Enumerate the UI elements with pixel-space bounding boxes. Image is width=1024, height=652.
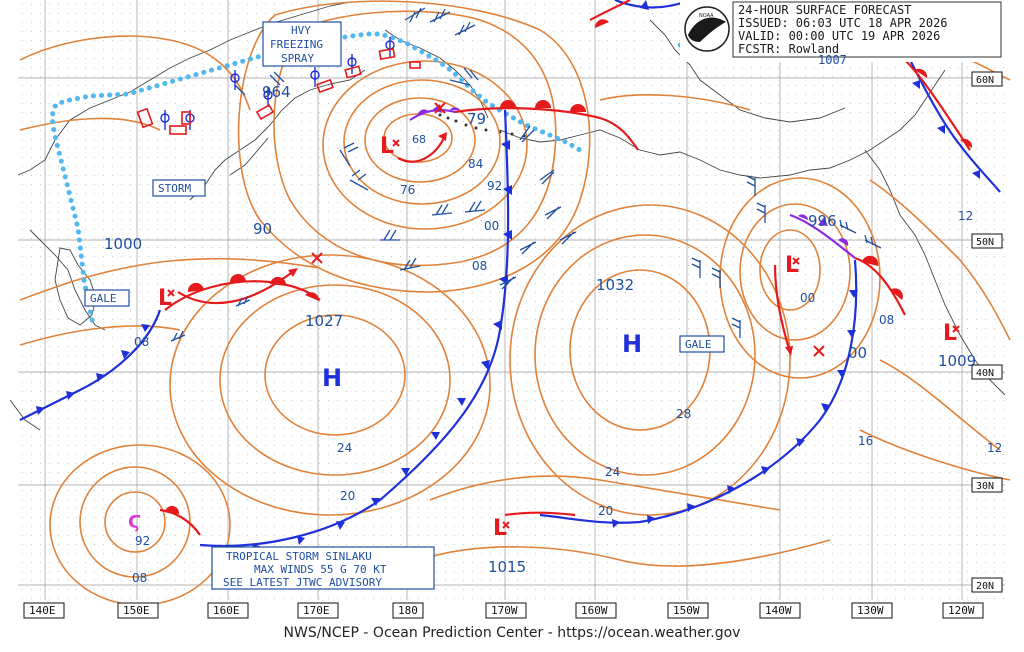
isobar-label: 08 xyxy=(472,259,487,273)
longitude-label: 140W xyxy=(765,604,792,617)
longitude-axis: 140E 150E 160E 170E 180 170W 160W 150W 1… xyxy=(23,602,984,619)
isobar-label: 00 xyxy=(848,344,867,362)
isobar-label: 08 xyxy=(132,571,147,585)
longitude-label: 140E xyxy=(29,604,56,617)
longitude-label: 160E xyxy=(213,604,240,617)
gale-warning-label-west: GALE xyxy=(90,292,117,305)
isobar-label: 79 xyxy=(467,110,486,128)
isobar-label: 20 xyxy=(598,504,613,518)
tropical-advisory-line: TROPICAL STORM SINLAKU xyxy=(226,550,372,563)
isobar-label: 12 xyxy=(958,209,973,223)
isobar-label: 92 xyxy=(487,179,502,193)
lat-lon-dot-grid xyxy=(18,0,1008,600)
forecast-header: 24-HOUR SURFACE FORECAST ISSUED: 06:03 U… xyxy=(680,0,1004,67)
latitude-label: 60N xyxy=(976,75,994,86)
latitude-axis: 60N 50N 40N 30N 20N xyxy=(971,71,1003,593)
header-title: 24-HOUR SURFACE FORECAST xyxy=(738,3,911,17)
isobar-label: 84 xyxy=(468,157,483,171)
occluded-symbols xyxy=(418,104,849,246)
storm-tracks xyxy=(177,134,792,353)
high-east-pressure: 1032 xyxy=(596,276,634,294)
longitude-label: 130W xyxy=(857,604,884,617)
longitude-label: 180 xyxy=(398,604,418,617)
latitude-label: 40N xyxy=(976,368,994,379)
header-issued: ISSUED: 06:03 UTC 18 APR 2026 xyxy=(738,16,948,30)
isobar-label: 1000 xyxy=(104,235,142,253)
low-coast-symbol: L xyxy=(943,321,957,346)
isobar-label: 12 xyxy=(987,441,1002,455)
freezing-spray-line: SPRAY xyxy=(281,52,314,65)
storm-warning-label: STORM xyxy=(158,182,191,195)
isobar-label: 24 xyxy=(605,465,620,479)
credit-line: NWS/NCEP - Ocean Prediction Center - htt… xyxy=(283,625,741,641)
longitude-label: 170E xyxy=(303,604,330,617)
isobar-label: 90 xyxy=(253,220,272,238)
storm-warning-box xyxy=(152,179,206,197)
noaa-logo: NOAA xyxy=(684,6,730,52)
isobar-label: 76 xyxy=(400,183,415,197)
longitude-label: 150E xyxy=(123,604,150,617)
tropical-storm-icon: Ϛ xyxy=(128,512,141,533)
low-nw-pressure: 964 xyxy=(262,83,291,101)
latitude-label: 30N xyxy=(976,481,994,492)
tropical-advisory-box xyxy=(211,546,435,590)
tropical-advisory-line: SEE LATEST JTWC ADVISORY xyxy=(223,576,382,589)
high-east-symbol: H xyxy=(622,330,642,358)
isobar-values: 84 92 76 00 08 08 00 08 24 20 28 24 16 1… xyxy=(132,133,1002,585)
latitude-label: 20N xyxy=(976,581,994,592)
high-centers: H H xyxy=(322,330,642,392)
freezing-spray-box xyxy=(262,21,342,67)
coastlines xyxy=(9,1,1006,431)
gale-warning-box-east xyxy=(679,335,725,353)
header-forecaster: FCSTR: Rowland xyxy=(738,42,839,56)
freezing-spray-line: FREEZING xyxy=(270,38,323,51)
low-central-pressure: 1015 xyxy=(488,558,526,576)
tropical-pressure: 92 xyxy=(135,534,150,548)
tropical-advisory-line: MAX WINDS 55 G 70 KT xyxy=(254,563,387,576)
isobar-label: 28 xyxy=(676,407,691,421)
low-west-pressure: 1027 xyxy=(305,312,343,330)
large-isobar-values: 1000 90 79 964 996 1027 1015 1009 1032 0… xyxy=(104,83,976,576)
isobar-label: 1007 xyxy=(818,53,847,67)
longitude-label: 170W xyxy=(491,604,518,617)
heavy-spray-boxes xyxy=(136,47,421,135)
map-canvas: L L L L L Ϛ 84 92 76 00 08 08 00 08 24 2… xyxy=(9,0,1011,619)
cold-front-triangles xyxy=(36,0,980,553)
isobar-label: 08 xyxy=(879,313,894,327)
header-valid: VALID: 00:00 UTC 19 APR 2026 xyxy=(738,29,940,43)
occluded-fronts xyxy=(409,109,856,259)
header-box xyxy=(732,1,1002,58)
longitude-label: 120W xyxy=(948,604,975,617)
high-west-symbol: H xyxy=(322,364,342,392)
warm-front-semicircles xyxy=(165,19,973,514)
isobar-label: 24 xyxy=(337,441,352,455)
isobar-label: 20 xyxy=(340,489,355,503)
gale-warning-box-west xyxy=(84,289,130,307)
noaa-logo-text: NOAA xyxy=(699,13,714,19)
low-coast-pressure: 1009 xyxy=(938,352,976,370)
low-central-symbol: L xyxy=(493,516,507,541)
warning-labels: STORM GALE GALE HVY FREEZING SPRAY TROPI… xyxy=(84,21,725,590)
track-arrowheads xyxy=(288,132,793,356)
gale-warning-label-east: GALE xyxy=(685,338,712,351)
low-gulf-symbol: L xyxy=(785,253,799,278)
isobar-label: 00 xyxy=(800,291,815,305)
isobar-label: 00 xyxy=(484,219,499,233)
freezing-spray-line: HVY xyxy=(291,24,311,37)
isobar-label: 16 xyxy=(858,434,873,448)
low-bering-pressure: 68 xyxy=(412,133,426,146)
freezing-spray-symbols xyxy=(160,37,395,130)
low-west-symbol: L xyxy=(158,286,172,311)
low-gulf-pressure: 996 xyxy=(808,212,837,230)
longitude-label: 160W xyxy=(581,604,608,617)
isobar-label: 08 xyxy=(134,335,149,349)
longitude-label: 150W xyxy=(673,604,700,617)
latitude-label: 50N xyxy=(976,237,994,248)
low-bering-symbol: L xyxy=(380,134,394,159)
